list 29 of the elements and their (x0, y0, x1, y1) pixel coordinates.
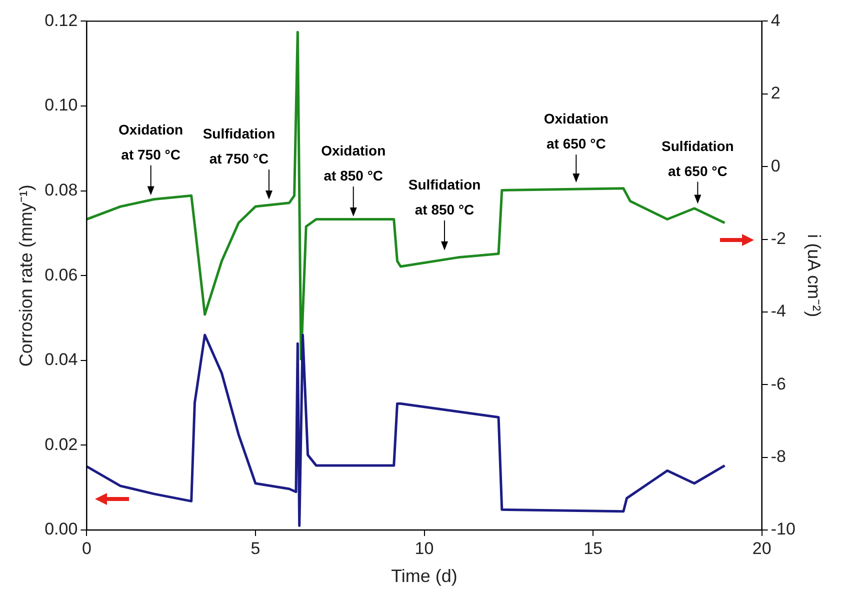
y2-tick-label: -2 (770, 228, 786, 248)
x-axis-title: Time (d) (391, 566, 458, 586)
annotation: Sulfidation at 750 °C (202, 126, 276, 167)
y2-tick-label: -10 (770, 520, 796, 539)
y-tick-label: 0.02 (44, 434, 78, 454)
x-tick-label: 20 (752, 538, 772, 558)
y-tick-label: 0.06 (44, 265, 78, 284)
y-axis-title: Corrosion rate (mmy⁻¹) (16, 184, 36, 367)
x-tick-label: 10 (414, 538, 434, 558)
y-tick-label: 0.10 (44, 96, 78, 115)
y-tick-label: 0.04 (44, 350, 78, 370)
y2-tick-label: -8 (770, 447, 786, 466)
y2-tick-label: -4 (770, 302, 786, 321)
y-tick-label: 0.08 (44, 180, 78, 200)
x-tick-label: 5 (250, 538, 260, 558)
y2-tick-label: 0 (770, 156, 780, 176)
annotation: Oxidation at 650 °C (544, 110, 608, 152)
x-tick-label: 0 (82, 538, 92, 558)
annotation: Sulfidation at 650 °C (662, 138, 734, 179)
y2-axis-title: i (uA cm⁻²) (804, 234, 824, 318)
annotation: Oxidation at 850 °C (321, 142, 386, 184)
y-tick-label: 0.12 (44, 10, 78, 30)
annotation: Sulfidation at 850 °C (408, 176, 481, 218)
y2-tick-label: 2 (770, 84, 780, 103)
x-tick-label: 15 (584, 538, 603, 558)
y2-tick-label: -6 (770, 374, 786, 394)
annotation: Oxidation at 750 °C (118, 121, 184, 162)
y-tick-label: 0.00 (44, 520, 78, 539)
y2-tick-label: 4 (770, 10, 780, 30)
